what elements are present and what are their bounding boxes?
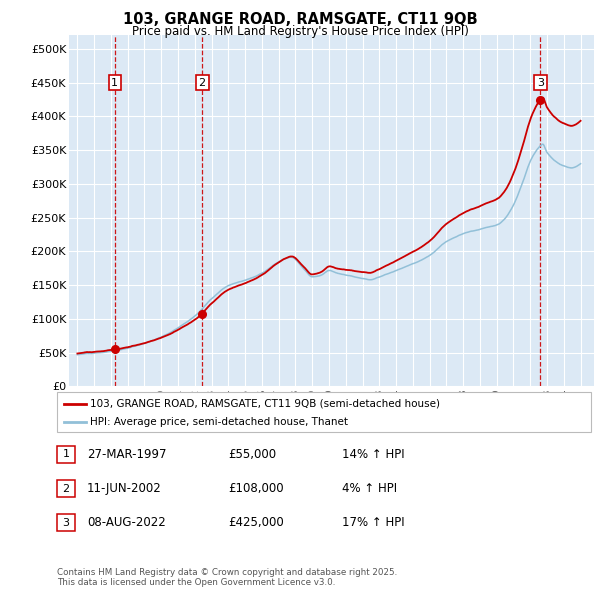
Text: HPI: Average price, semi-detached house, Thanet: HPI: Average price, semi-detached house,…	[90, 417, 348, 427]
Text: 103, GRANGE ROAD, RAMSGATE, CT11 9QB: 103, GRANGE ROAD, RAMSGATE, CT11 9QB	[122, 12, 478, 27]
Text: 3: 3	[537, 78, 544, 88]
Text: £55,000: £55,000	[228, 448, 276, 461]
Text: 3: 3	[62, 518, 70, 527]
Text: 1: 1	[62, 450, 70, 459]
Text: 17% ↑ HPI: 17% ↑ HPI	[342, 516, 404, 529]
Text: 27-MAR-1997: 27-MAR-1997	[87, 448, 167, 461]
Text: 14% ↑ HPI: 14% ↑ HPI	[342, 448, 404, 461]
Text: 08-AUG-2022: 08-AUG-2022	[87, 516, 166, 529]
Text: Price paid vs. HM Land Registry's House Price Index (HPI): Price paid vs. HM Land Registry's House …	[131, 25, 469, 38]
Text: 103, GRANGE ROAD, RAMSGATE, CT11 9QB (semi-detached house): 103, GRANGE ROAD, RAMSGATE, CT11 9QB (se…	[90, 399, 440, 409]
Text: £425,000: £425,000	[228, 516, 284, 529]
Text: 2: 2	[199, 78, 206, 88]
Text: 2: 2	[62, 484, 70, 493]
Text: 11-JUN-2002: 11-JUN-2002	[87, 482, 162, 495]
Text: 4% ↑ HPI: 4% ↑ HPI	[342, 482, 397, 495]
Text: Contains HM Land Registry data © Crown copyright and database right 2025.
This d: Contains HM Land Registry data © Crown c…	[57, 568, 397, 587]
Text: 1: 1	[111, 78, 118, 88]
Text: £108,000: £108,000	[228, 482, 284, 495]
